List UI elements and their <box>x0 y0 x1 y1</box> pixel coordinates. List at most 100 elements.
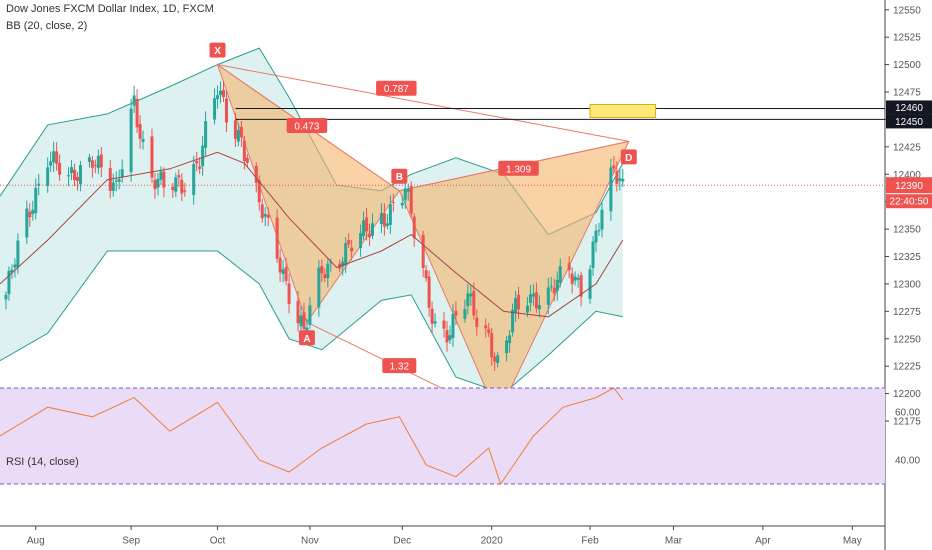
candle-body <box>445 330 449 343</box>
chart-title: Dow Jones FXCM Dollar Index, 1D, FXCM <box>6 3 214 15</box>
candle-body <box>222 90 225 98</box>
candle-body <box>254 165 258 183</box>
pattern-point-bg <box>391 168 408 184</box>
candle-body <box>350 247 354 252</box>
candle-body <box>427 276 431 308</box>
candle-body <box>600 209 604 230</box>
price-tick-label: 12225 <box>893 362 921 373</box>
candle-body <box>296 300 300 324</box>
ratio-label-text: 0.473 <box>294 121 319 132</box>
time-tick-label: Aug <box>27 536 45 547</box>
time-tick-label: Apr <box>755 536 771 547</box>
candle-body <box>93 165 97 167</box>
candle-body <box>341 261 345 267</box>
candle-body <box>49 161 53 166</box>
candle-body <box>430 308 434 324</box>
pattern-leg-xd <box>217 64 629 142</box>
time-tick-label: Oct <box>210 536 226 547</box>
rsi-tick-label: 60.00 <box>895 408 920 419</box>
candle-body <box>52 151 56 163</box>
pattern-point-bg <box>209 42 226 58</box>
candle-body <box>117 179 121 182</box>
price-tick-label: 12400 <box>893 170 921 181</box>
candle-body <box>379 213 383 225</box>
candle-body <box>454 310 458 316</box>
level-badge-text: 12450 <box>895 117 923 128</box>
candle-body <box>403 188 407 200</box>
candle-body <box>433 321 437 324</box>
candle-body <box>192 164 196 195</box>
candle-body <box>67 175 71 177</box>
candle-body <box>490 333 494 358</box>
candle-body <box>591 241 595 268</box>
time-tick-label: 2020 <box>481 536 504 547</box>
ratio-label-bg <box>498 160 539 176</box>
candle-body <box>46 167 50 186</box>
countdown-badge: 22:40:50 <box>886 194 932 209</box>
rsi-tick-label: 40.00 <box>895 456 920 467</box>
candle-body <box>344 243 348 265</box>
candle-body <box>388 204 392 225</box>
candle-body <box>224 98 228 123</box>
candle-body <box>329 262 333 264</box>
candle-body <box>70 167 74 173</box>
candle-body <box>141 139 145 142</box>
candle-body <box>305 327 309 333</box>
candle-body <box>216 95 220 100</box>
candle-body <box>162 171 166 188</box>
candle-body <box>213 98 217 120</box>
candle-body <box>612 165 616 169</box>
price-tick-label: 12250 <box>893 334 921 345</box>
ratio-label-text: 0.787 <box>384 84 409 95</box>
target-zone-box <box>589 103 657 118</box>
price-tick-label: 12300 <box>893 279 921 290</box>
candle-body <box>609 167 613 212</box>
pattern-point-b: B <box>391 168 408 184</box>
candle-body <box>302 312 306 330</box>
candle-body <box>469 293 473 297</box>
candle-body <box>99 154 103 168</box>
candle-body <box>588 269 592 299</box>
ratio-label-bg <box>376 80 417 96</box>
candle-body <box>391 202 395 204</box>
candle-body <box>177 175 181 178</box>
candle-body <box>362 220 366 237</box>
pattern-point-label: A <box>303 334 310 345</box>
ratio-label: 0.473 <box>286 117 328 133</box>
candle-body <box>317 267 321 308</box>
level-badge-12450: 12450 <box>886 114 932 129</box>
candle-body <box>31 209 35 214</box>
candle-body <box>90 160 94 168</box>
candle-body <box>409 185 413 214</box>
candle-body <box>406 189 410 192</box>
rsi-line <box>0 387 624 486</box>
candle-body <box>576 277 580 280</box>
time-tick-label: Feb <box>581 536 599 547</box>
candle-body <box>242 140 246 162</box>
candle-body <box>150 136 154 178</box>
candle-body <box>323 274 327 279</box>
level-badge-12460: 12460 <box>886 100 932 115</box>
candle-body <box>615 171 619 184</box>
time-tick-label: Dec <box>393 536 411 547</box>
candle-body <box>78 165 82 185</box>
bollinger-basis-line <box>0 151 624 318</box>
candle-body <box>475 317 479 328</box>
candle-body <box>183 190 187 192</box>
candle-body <box>365 217 369 232</box>
candle-body <box>528 294 532 303</box>
pattern-point-a: A <box>298 330 315 346</box>
pattern-point-d: D <box>620 149 637 165</box>
candle-body <box>13 264 17 268</box>
candle-body <box>284 267 288 281</box>
bollinger-lower-line <box>0 250 623 395</box>
candle-body <box>7 270 11 295</box>
candle-body <box>219 90 223 96</box>
candle-body <box>87 157 91 162</box>
price-tick-label: 12425 <box>893 142 921 153</box>
candle-body <box>531 293 535 297</box>
time-tick-label: Nov <box>301 536 319 547</box>
ratio-label: 0.787 <box>376 80 417 96</box>
ratio-label: 1.32 <box>382 358 417 374</box>
